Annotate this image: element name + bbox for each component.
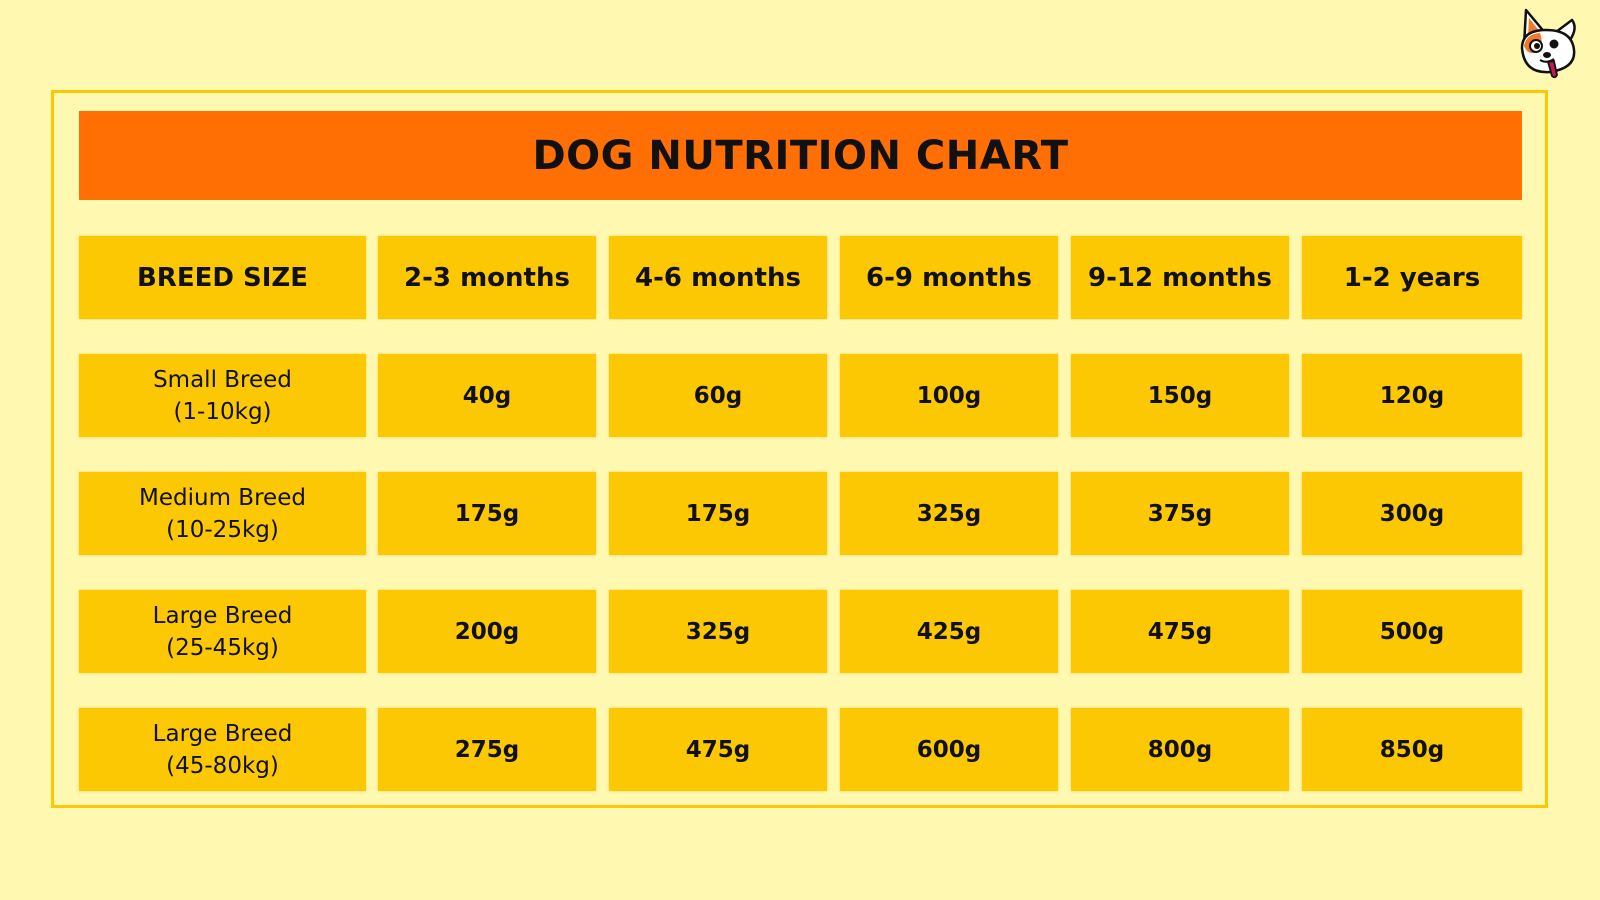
header-breed-size: BREED SIZE — [79, 236, 366, 319]
amount-cell: 100g — [840, 354, 1058, 437]
amount-cell: 500g — [1302, 590, 1522, 673]
breed-weight: (25-45kg) — [166, 634, 279, 661]
breed-name: Small Breed — [153, 366, 292, 393]
amount-cell: 175g — [609, 472, 827, 555]
breed-weight: (10-25kg) — [166, 516, 279, 543]
breed-name: Large Breed — [152, 602, 293, 629]
amount-cell: 375g — [1071, 472, 1289, 555]
amount-cell: 475g — [1071, 590, 1289, 673]
amount-cell: 800g — [1071, 708, 1289, 791]
breed-name: Large Breed — [152, 720, 293, 747]
header-age-6-9-months: 6-9 months — [840, 236, 1058, 319]
header-age-9-12-months: 9-12 months — [1071, 236, 1289, 319]
amount-cell: 60g — [609, 354, 827, 437]
amount-cell: 175g — [378, 472, 596, 555]
breed-weight: (45-80kg) — [166, 752, 279, 779]
breed-cell: Large Breed (45-80kg) — [79, 708, 366, 791]
amount-cell: 300g — [1302, 472, 1522, 555]
dog-mascot-icon — [1520, 8, 1576, 79]
chart-title: DOG NUTRITION CHART — [532, 132, 1069, 179]
breed-cell: Medium Breed (10-25kg) — [79, 472, 366, 555]
header-age-1-2-years: 1-2 years — [1302, 236, 1522, 319]
amount-cell: 150g — [1071, 354, 1289, 437]
header-age-2-3-months: 2-3 months — [378, 236, 596, 319]
amount-cell: 600g — [840, 708, 1058, 791]
amount-cell: 200g — [378, 590, 596, 673]
breed-weight: (1-10kg) — [173, 398, 272, 425]
amount-cell: 120g — [1302, 354, 1522, 437]
amount-cell: 325g — [840, 472, 1058, 555]
amount-cell: 850g — [1302, 708, 1522, 791]
breed-cell: Small Breed (1-10kg) — [79, 354, 366, 437]
chart-frame — [51, 90, 1548, 808]
amount-cell: 40g — [378, 354, 596, 437]
breed-name: Medium Breed — [139, 484, 306, 511]
amount-cell: 475g — [609, 708, 827, 791]
amount-cell: 325g — [609, 590, 827, 673]
breed-cell: Large Breed (25-45kg) — [79, 590, 366, 673]
header-age-4-6-months: 4-6 months — [609, 236, 827, 319]
amount-cell: 275g — [378, 708, 596, 791]
amount-cell: 425g — [840, 590, 1058, 673]
title-banner: DOG NUTRITION CHART — [79, 111, 1522, 200]
